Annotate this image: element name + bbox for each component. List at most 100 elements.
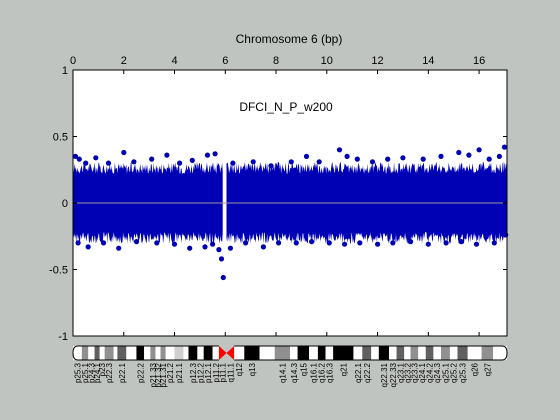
data-point: [309, 239, 315, 245]
band-label: q13: [248, 362, 257, 376]
ideogram-band: [378, 346, 389, 360]
data-point: [218, 256, 225, 262]
ideogram-band: [73, 346, 82, 360]
band-label: q23.3: [410, 362, 419, 383]
ideogram-band: [481, 346, 494, 360]
data-point: [288, 159, 294, 165]
data-point: [105, 160, 112, 166]
data-point: [149, 156, 155, 162]
data-point: [486, 156, 492, 162]
x-axis-top: 0 2 4 6 8 10 12 14 16: [70, 55, 485, 336]
band-label: q23.1: [396, 362, 405, 383]
x-tick-label: 2: [121, 55, 127, 67]
data-point: [438, 153, 444, 159]
data-point: [133, 239, 140, 245]
band-label: p23: [98, 362, 107, 376]
data-point: [268, 163, 274, 169]
band-label: q25.2: [450, 362, 459, 383]
band-label: q22.33: [389, 362, 398, 387]
y-tick-label: -0.5: [49, 265, 68, 277]
data-point: [210, 241, 216, 247]
ideogram-band: [274, 346, 290, 360]
data-point: [83, 160, 89, 166]
data-point: [230, 160, 236, 166]
band-label: q22.2: [363, 362, 372, 383]
data-point: [171, 241, 178, 247]
band-label: q12: [235, 362, 244, 376]
ideogram-band: [353, 346, 363, 360]
data-point: [369, 159, 376, 165]
data-point: [400, 155, 406, 161]
data-points-layer: [72, 144, 509, 281]
band-label: q14.3: [290, 362, 299, 383]
data-point: [243, 240, 249, 246]
ideogram-band: [309, 346, 318, 360]
data-point: [303, 153, 310, 159]
band-label: q11.1: [226, 362, 235, 382]
ideogram-band: [457, 346, 468, 360]
y-tick-label: 0.5: [53, 132, 68, 144]
ideogram-band: [203, 346, 213, 360]
data-point: [100, 240, 107, 246]
ideogram-band: [441, 346, 450, 360]
band-label: p12.3: [189, 362, 198, 383]
data-point: [93, 155, 99, 161]
data-point: [76, 156, 82, 162]
ideogram-band: [188, 346, 198, 360]
band-label: q25.3: [459, 362, 468, 383]
data-point: [202, 244, 208, 250]
data-point: [390, 240, 396, 246]
data-point: [121, 149, 127, 156]
band-label: p21.32: [154, 362, 163, 387]
ideogram-band: [81, 346, 89, 360]
band-label: p25.3: [73, 362, 82, 383]
ideogram-band: [144, 346, 151, 360]
ideogram-band: [244, 346, 260, 360]
ideogram-band: [449, 346, 458, 360]
y-tick-label: -1: [58, 331, 68, 343]
sample-annotation: DFCI_N_P_w200: [239, 100, 333, 114]
data-point: [204, 152, 211, 158]
x-tick-label: 10: [321, 55, 333, 67]
data-point: [496, 153, 502, 159]
ideogram-band: [234, 346, 245, 360]
ideogram-band: [150, 346, 156, 360]
band-label: p22.1: [118, 362, 127, 383]
data-point: [473, 241, 480, 247]
ideogram-band: [410, 346, 419, 360]
band-label: q22.31: [380, 362, 389, 387]
ideogram-band: [371, 346, 379, 360]
data-point: [216, 247, 222, 253]
data-point: [456, 149, 462, 156]
data-point: [375, 241, 381, 247]
data-point: [476, 147, 482, 153]
ideogram-band: [290, 346, 298, 360]
data-point: [250, 159, 256, 165]
data-point: [220, 274, 226, 281]
chart-title: Chromosome 6 (bp): [236, 32, 343, 46]
x-tick-label: 12: [371, 55, 383, 67]
ideogram-band: [425, 346, 434, 360]
ideogram-band: [136, 346, 145, 360]
data-point: [85, 244, 91, 250]
ideogram-band: [396, 346, 405, 360]
ideogram-band: [174, 346, 184, 360]
x-tick-label: 16: [473, 55, 485, 67]
band-label: p21.2: [166, 362, 175, 383]
band-label: p22.2: [136, 362, 145, 383]
data-point: [177, 160, 183, 166]
band-label: q26: [471, 362, 480, 376]
data-point: [227, 245, 233, 251]
band-label: p25.1: [81, 362, 90, 383]
ideogram-band: [388, 346, 397, 360]
data-point: [316, 159, 322, 165]
ideogram-band: [183, 346, 189, 360]
data-point: [116, 245, 122, 251]
data-point: [385, 156, 391, 162]
ideogram-band: [113, 346, 118, 360]
data-point: [357, 240, 363, 246]
centromere-band: [226, 346, 235, 360]
band-label: q21: [339, 362, 348, 376]
ideogram-band: [117, 346, 127, 360]
data-point: [276, 240, 282, 246]
